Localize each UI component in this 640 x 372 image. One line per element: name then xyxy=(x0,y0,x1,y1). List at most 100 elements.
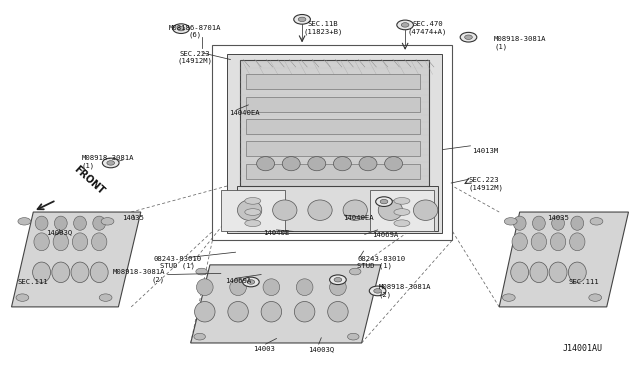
Text: SEC.223
(14912M): SEC.223 (14912M) xyxy=(468,177,504,191)
Ellipse shape xyxy=(568,262,586,283)
Ellipse shape xyxy=(394,209,410,215)
Circle shape xyxy=(177,26,185,31)
Ellipse shape xyxy=(308,157,326,171)
Text: 14013M: 14013M xyxy=(472,148,499,154)
Circle shape xyxy=(16,294,29,301)
Ellipse shape xyxy=(571,216,584,230)
Ellipse shape xyxy=(550,233,566,251)
Text: 08243-83010
STUD (1): 08243-83010 STUD (1) xyxy=(154,256,202,269)
Ellipse shape xyxy=(90,262,108,283)
Ellipse shape xyxy=(71,262,89,283)
Text: SEC.111: SEC.111 xyxy=(18,279,49,285)
Ellipse shape xyxy=(261,301,282,322)
Ellipse shape xyxy=(359,157,377,171)
Ellipse shape xyxy=(511,262,529,283)
Circle shape xyxy=(589,294,602,301)
Ellipse shape xyxy=(52,262,70,283)
Ellipse shape xyxy=(228,301,248,322)
Ellipse shape xyxy=(549,262,567,283)
Text: M08918-3081A
(1): M08918-3081A (1) xyxy=(82,155,134,169)
Circle shape xyxy=(247,280,255,284)
Ellipse shape xyxy=(330,279,346,295)
Circle shape xyxy=(590,218,603,225)
Circle shape xyxy=(348,333,359,340)
Bar xyxy=(246,119,420,134)
Ellipse shape xyxy=(53,233,68,251)
Circle shape xyxy=(380,199,388,204)
Polygon shape xyxy=(221,190,285,231)
Circle shape xyxy=(376,197,392,206)
Ellipse shape xyxy=(245,209,261,215)
Text: 14003Q: 14003Q xyxy=(45,230,72,235)
Ellipse shape xyxy=(294,301,315,322)
Polygon shape xyxy=(370,190,434,231)
Polygon shape xyxy=(12,212,141,307)
Polygon shape xyxy=(237,186,438,231)
Ellipse shape xyxy=(570,233,585,251)
Ellipse shape xyxy=(273,200,297,220)
Ellipse shape xyxy=(33,262,51,283)
Text: 14069A: 14069A xyxy=(372,232,399,238)
Ellipse shape xyxy=(296,279,313,295)
Circle shape xyxy=(349,268,361,275)
Ellipse shape xyxy=(512,233,527,251)
Ellipse shape xyxy=(530,262,548,283)
Ellipse shape xyxy=(413,200,438,220)
Circle shape xyxy=(101,218,114,225)
Text: J14001AU: J14001AU xyxy=(563,344,603,353)
Ellipse shape xyxy=(282,157,300,171)
Text: 14040E: 14040E xyxy=(263,230,290,235)
Ellipse shape xyxy=(378,200,403,220)
Text: M08918-3081A
(2): M08918-3081A (2) xyxy=(113,269,165,283)
Text: 14035: 14035 xyxy=(547,215,569,221)
Text: FRONT: FRONT xyxy=(72,164,106,196)
Ellipse shape xyxy=(196,279,213,295)
Ellipse shape xyxy=(74,216,86,230)
Circle shape xyxy=(298,17,306,22)
Text: M08918-3081A
(1): M08918-3081A (1) xyxy=(494,36,547,49)
Text: 14069A: 14069A xyxy=(225,278,252,284)
Circle shape xyxy=(504,218,517,225)
Ellipse shape xyxy=(394,220,410,227)
Text: M08918-3081A
(2): M08918-3081A (2) xyxy=(379,284,431,298)
Ellipse shape xyxy=(195,301,215,322)
Text: SEC.111: SEC.111 xyxy=(568,279,599,285)
Bar xyxy=(246,74,420,89)
Circle shape xyxy=(243,277,259,287)
Polygon shape xyxy=(499,212,628,307)
Text: 14003: 14003 xyxy=(253,346,275,352)
Text: 08243-83010
STUD (1): 08243-83010 STUD (1) xyxy=(357,256,405,269)
Ellipse shape xyxy=(308,200,332,220)
Text: SEC.223
(14912M): SEC.223 (14912M) xyxy=(178,51,212,64)
Text: M08186-8701A
(6): M08186-8701A (6) xyxy=(169,25,221,38)
Text: SEC.470
(47474+A): SEC.470 (47474+A) xyxy=(408,21,447,35)
Circle shape xyxy=(401,23,409,27)
Polygon shape xyxy=(227,54,442,232)
Text: 14040EA: 14040EA xyxy=(343,215,374,221)
Text: 14035: 14035 xyxy=(122,215,144,221)
Ellipse shape xyxy=(513,216,526,230)
Text: SEC.11B
(11823+B): SEC.11B (11823+B) xyxy=(303,21,343,35)
Circle shape xyxy=(369,286,386,296)
Ellipse shape xyxy=(343,200,367,220)
Circle shape xyxy=(196,268,207,275)
Ellipse shape xyxy=(230,279,246,295)
Text: 14003Q: 14003Q xyxy=(308,346,335,352)
Ellipse shape xyxy=(93,216,106,230)
Ellipse shape xyxy=(394,198,410,204)
Ellipse shape xyxy=(552,216,564,230)
Circle shape xyxy=(99,294,112,301)
Circle shape xyxy=(460,32,477,42)
Bar xyxy=(246,141,420,156)
Bar xyxy=(246,164,420,179)
Bar xyxy=(246,97,420,112)
Ellipse shape xyxy=(92,233,107,251)
Ellipse shape xyxy=(245,198,261,204)
Circle shape xyxy=(294,15,310,24)
Ellipse shape xyxy=(35,216,48,230)
Ellipse shape xyxy=(333,157,351,171)
Circle shape xyxy=(330,275,346,285)
Ellipse shape xyxy=(72,233,88,251)
Circle shape xyxy=(397,20,413,30)
Circle shape xyxy=(173,24,189,33)
